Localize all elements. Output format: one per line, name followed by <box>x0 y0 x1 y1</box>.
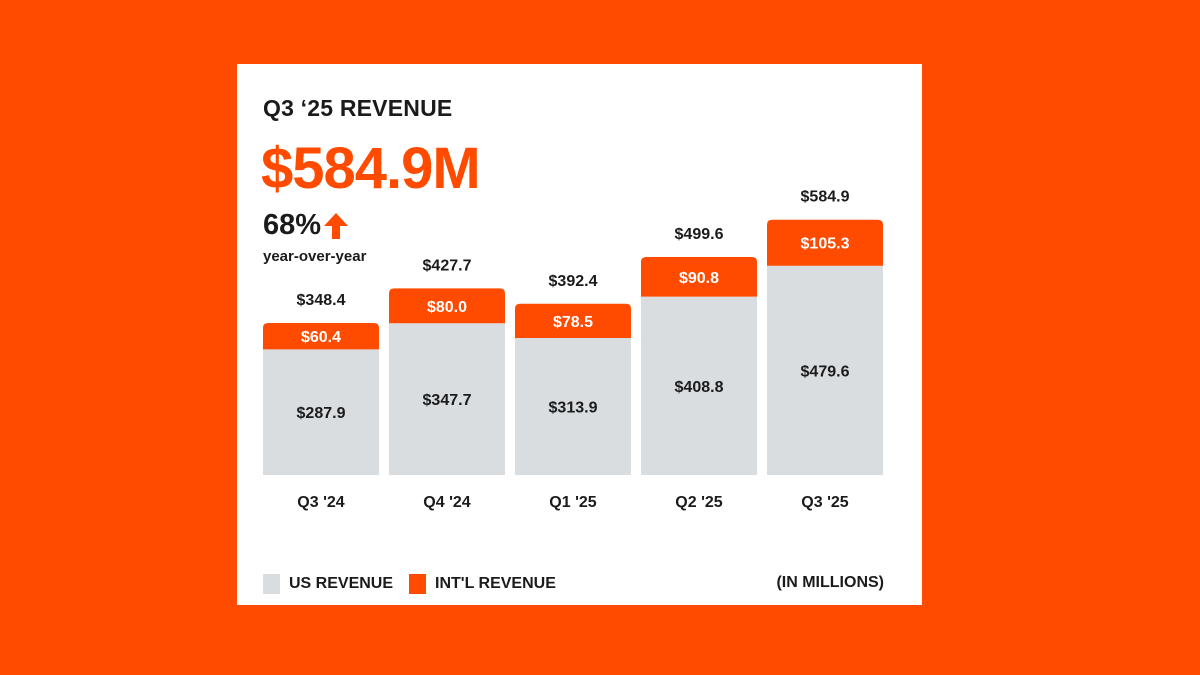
x-tick-label: Q1 '25 <box>549 494 596 511</box>
bar-intl-label: $60.4 <box>301 329 341 346</box>
bar-intl-segment <box>515 303 631 339</box>
x-tick-label: Q4 '24 <box>423 494 470 511</box>
bar-total-label: $427.7 <box>423 257 472 274</box>
bar-us-segment <box>641 296 757 475</box>
x-tick-label: Q2 '25 <box>675 494 722 511</box>
bar-intl-segment <box>263 323 379 350</box>
growth-percent: 68% <box>263 209 322 241</box>
bar-us-label: $313.9 <box>549 400 598 417</box>
unit-note: (IN MILLIONS) <box>776 574 884 591</box>
legend-item-us: US REVENUE <box>263 574 393 594</box>
bar-intl-label: $78.5 <box>553 314 593 331</box>
bar-us-label: $408.8 <box>675 379 724 396</box>
bar-intl-label: $80.0 <box>427 299 467 316</box>
x-tick-label: Q3 '25 <box>801 494 848 511</box>
growth-indicator: 68% <box>263 211 349 240</box>
growth-caption: year-over-year <box>263 248 367 265</box>
revenue-card: Q3 ‘25 REVENUE $584.9M 68% year-over-yea… <box>237 64 922 605</box>
bar-intl-segment <box>767 219 883 266</box>
legend-label-intl: INT'L REVENUE <box>435 575 556 592</box>
chart-title: Q3 ‘25 REVENUE <box>263 95 453 121</box>
arrow-up-icon <box>324 212 349 239</box>
bar-us-segment <box>767 265 883 475</box>
bar-us-segment <box>515 338 631 475</box>
bar-us-segment <box>263 349 379 475</box>
chart-legend: US REVENUE INT'L REVENUE (IN MILLIONS) <box>263 574 884 596</box>
bar-intl-segment <box>389 288 505 324</box>
bar-total-label: $584.9 <box>801 189 850 206</box>
bar-us-segment <box>389 323 505 475</box>
bar-us-label: $347.7 <box>423 392 472 409</box>
bar-us-label: $479.6 <box>801 363 850 380</box>
stacked-bar-chart: $60.4 $287.9 $348.4 Q3 '24 $80.0 $347.7 $427.7… <box>263 189 883 511</box>
bar-total-label: $348.4 <box>297 292 346 309</box>
legend-item-intl: INT'L REVENUE <box>409 574 556 594</box>
bar-intl-label: $90.8 <box>679 270 719 287</box>
bar-intl-segment <box>641 256 757 297</box>
legend-swatch-us <box>263 574 280 594</box>
legend-label-us: US REVENUE <box>289 575 394 592</box>
bar-us-label: $287.9 <box>297 405 346 422</box>
legend-swatch-intl <box>409 574 426 594</box>
bar-total-label: $499.6 <box>675 226 724 243</box>
headline-revenue-value: $584.9M <box>261 136 481 201</box>
x-tick-label: Q3 '24 <box>297 494 344 511</box>
bar-total-label: $392.4 <box>549 273 598 290</box>
bar-intl-label: $105.3 <box>801 236 850 253</box>
